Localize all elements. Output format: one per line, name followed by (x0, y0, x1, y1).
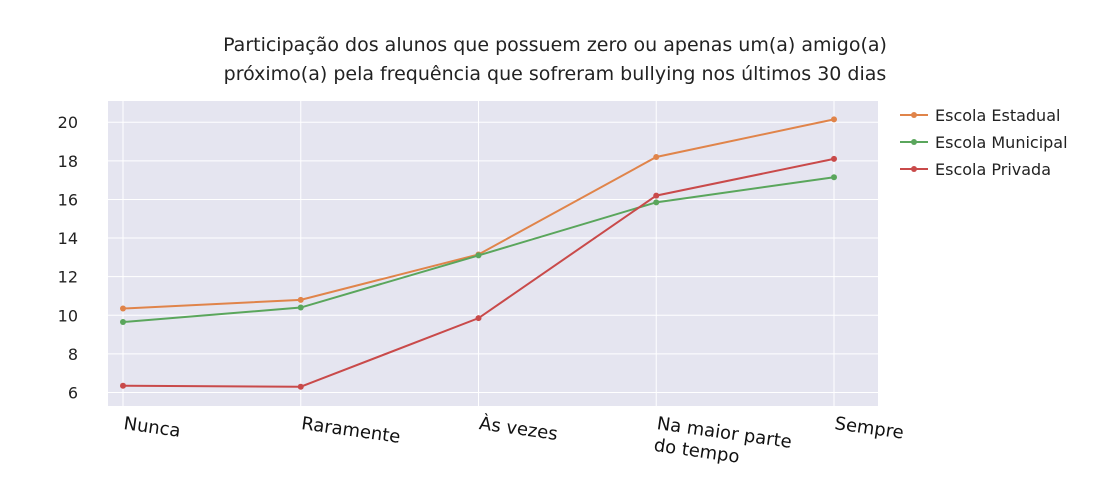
x-tick-label: Na maior partedo tempo (652, 413, 793, 474)
legend-label: Escola Estadual (935, 106, 1060, 125)
x-tick-label: Às vezes (478, 412, 559, 445)
chart-title: Participação dos alunos que possuem zero… (223, 34, 887, 85)
legend-marker (911, 112, 917, 118)
data-point (831, 155, 837, 162)
data-point (475, 252, 482, 259)
series-lines (120, 116, 837, 390)
legend-item[interactable]: Escola Privada (900, 160, 1051, 179)
legend-item[interactable]: Escola Municipal (900, 133, 1068, 152)
data-point (831, 116, 837, 123)
x-axis-ticks: Nunca Raramente Às vezes Na maior partedo t… (122, 412, 905, 474)
y-tick-label: 12 (58, 268, 78, 287)
data-point (120, 319, 126, 326)
y-tick-label: 10 (58, 306, 78, 325)
series-2 (120, 155, 837, 390)
plot-area (108, 101, 878, 406)
y-axis-ticks: 6 8 10 12 14 16 18 20 (58, 113, 78, 402)
data-point (653, 199, 660, 206)
data-point (297, 304, 304, 311)
legend-marker (911, 139, 917, 145)
chart-title-line: próximo(a) pela frequência que sofreram … (224, 63, 887, 85)
y-tick-label: 20 (58, 113, 78, 132)
x-tick-label-line: Raramente (300, 413, 402, 448)
legend-label: Escola Privada (935, 160, 1051, 179)
x-tick-label: Sempre (833, 413, 905, 443)
gridlines (108, 101, 878, 406)
data-point (653, 192, 660, 199)
x-tick-label: Nunca (122, 413, 182, 442)
x-tick-label-line: Sempre (833, 413, 905, 443)
data-point (831, 174, 837, 181)
legend[interactable]: Escola Estadual Escola Municipal Escola Pr… (900, 106, 1068, 179)
y-tick-label: 18 (58, 152, 78, 171)
y-tick-label: 14 (58, 229, 78, 248)
x-tick-label: Raramente (300, 413, 402, 448)
data-point (120, 382, 126, 389)
x-tick-label-line: Nunca (122, 413, 182, 442)
data-point (120, 305, 126, 312)
y-tick-label: 8 (68, 345, 78, 364)
x-tick-label-line: Às vezes (478, 412, 559, 445)
y-tick-label: 16 (58, 190, 78, 209)
data-point (653, 153, 660, 160)
y-tick-label: 6 (68, 383, 78, 402)
data-point (297, 296, 304, 303)
data-point (475, 315, 482, 322)
chart-title-line: Participação dos alunos que possuem zero… (223, 34, 887, 56)
data-point (297, 383, 304, 390)
legend-item[interactable]: Escola Estadual (900, 106, 1060, 125)
legend-label: Escola Municipal (935, 133, 1068, 152)
legend-marker (911, 166, 917, 172)
series-1 (120, 174, 837, 326)
